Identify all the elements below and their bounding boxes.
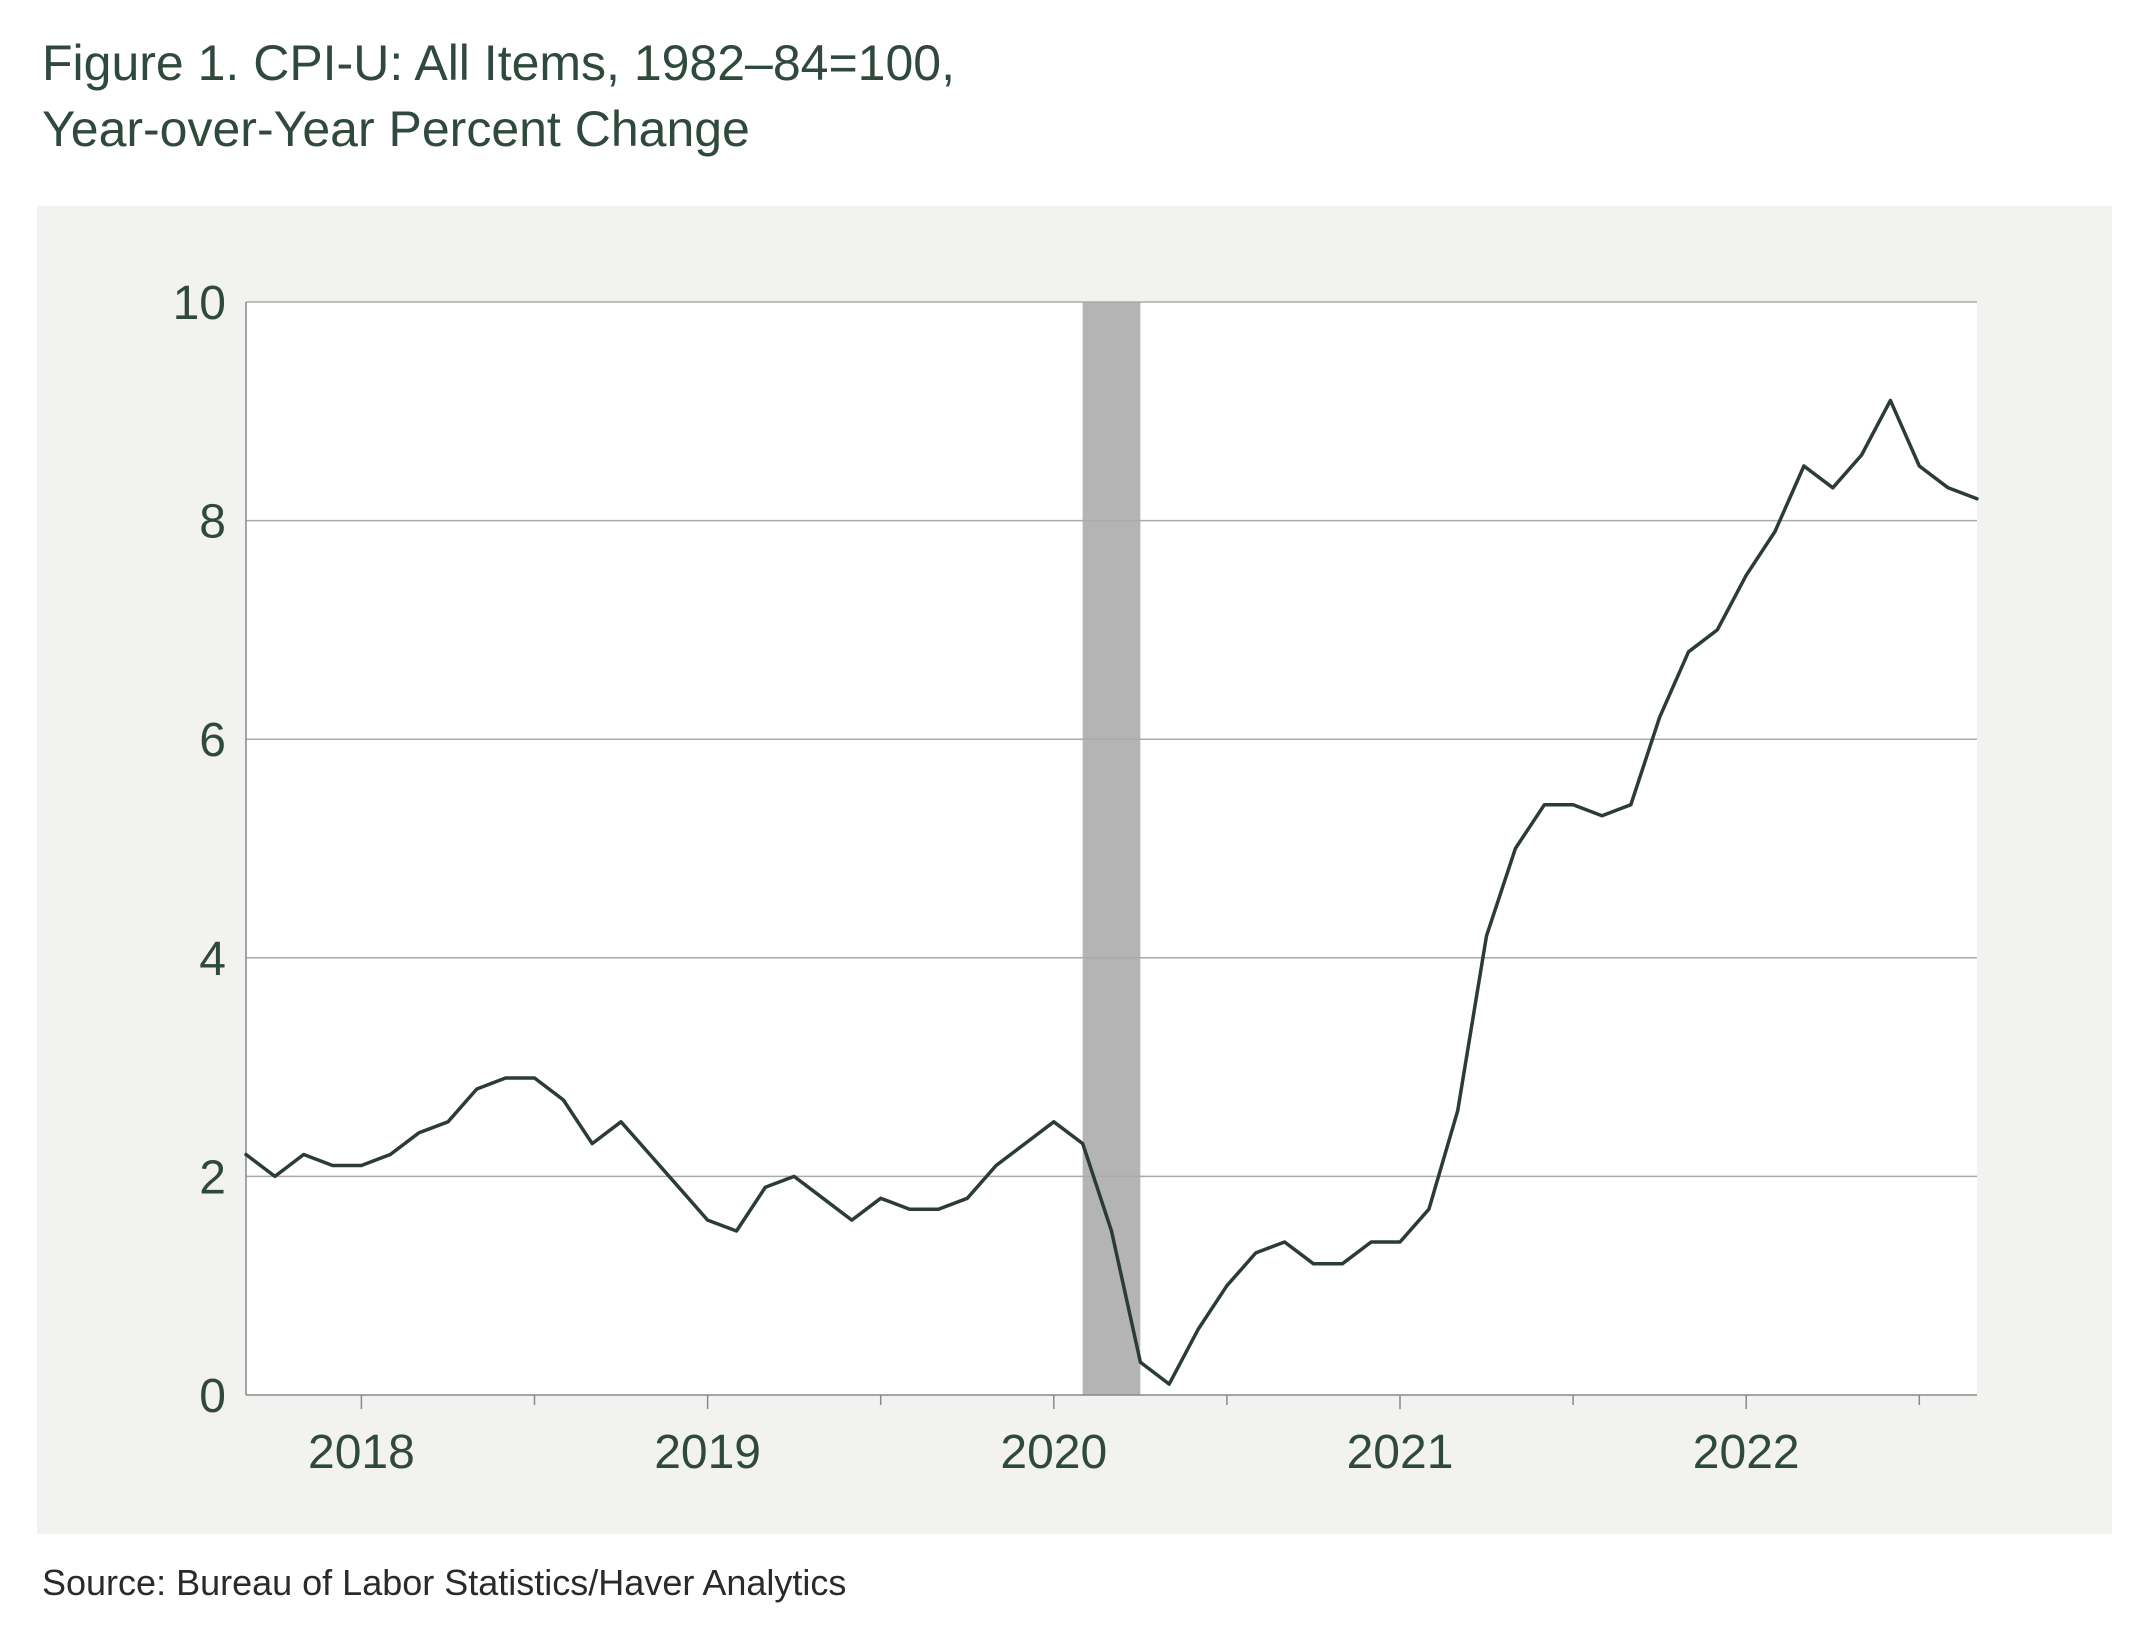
data-point-2021-03 (1455, 1108, 1461, 1114)
data-point-2019-10 (964, 1195, 970, 1201)
data-point-2018-08 (560, 1097, 566, 1103)
chart-title-line-1: Figure 1. CPI-U: All Items, 1982–84=100, (42, 35, 955, 91)
data-point-2018-01 (358, 1163, 364, 1169)
data-point-2020-12 (1368, 1239, 1374, 1245)
data-point-2022-09 (1974, 496, 1980, 502)
y-tick-label-0: 0 (199, 1370, 226, 1423)
y-tick-label-2: 2 (199, 1151, 226, 1204)
x-tick-label-2022: 2022 (1693, 1426, 1800, 1479)
data-point-2019-03 (762, 1184, 768, 1190)
data-point-2019-06 (849, 1217, 855, 1223)
data-point-2017-11 (301, 1152, 307, 1158)
data-point-2018-11 (647, 1152, 653, 1158)
data-point-2021-08 (1599, 813, 1605, 819)
data-point-2017-12 (330, 1163, 336, 1169)
data-point-2018-04 (445, 1119, 451, 1125)
data-point-2020-08 (1253, 1250, 1259, 1256)
data-point-2018-03 (416, 1130, 422, 1136)
data-point-2021-10 (1657, 714, 1663, 720)
data-point-2022-07 (1916, 463, 1922, 469)
data-point-2022-08 (1945, 485, 1951, 491)
data-point-2019-04 (791, 1173, 797, 1179)
data-point-2022-04 (1830, 485, 1836, 491)
data-point-2022-02 (1772, 529, 1778, 535)
data-point-2019-02 (734, 1228, 740, 1234)
data-point-2018-07 (532, 1075, 538, 1081)
chart-title-line-2: Year-over-Year Percent Change (42, 101, 750, 157)
data-point-2021-05 (1512, 846, 1518, 852)
data-point-2019-09 (935, 1206, 941, 1212)
data-point-2019-01 (705, 1217, 711, 1223)
data-point-2017-09 (243, 1152, 249, 1158)
data-point-2019-07 (878, 1195, 884, 1201)
data-point-2020-10 (1311, 1261, 1317, 1267)
data-point-2020-04 (1137, 1359, 1143, 1365)
source-note: Source: Bureau of Labor Statistics/Haver… (42, 1562, 847, 1603)
data-point-2020-01 (1051, 1119, 1057, 1125)
data-point-2019-12 (1022, 1141, 1028, 1147)
data-point-2017-10 (272, 1173, 278, 1179)
data-point-2022-05 (1859, 452, 1865, 458)
data-point-2021-06 (1541, 802, 1547, 808)
x-tick-label-2020: 2020 (1000, 1426, 1107, 1479)
data-point-2018-06 (503, 1075, 509, 1081)
recession-band (1082, 302, 1141, 1395)
data-point-2020-09 (1282, 1239, 1288, 1245)
data-point-2020-05 (1166, 1381, 1172, 1387)
data-point-2019-05 (820, 1195, 826, 1201)
data-point-2020-06 (1195, 1326, 1201, 1332)
data-point-2019-08 (907, 1206, 913, 1212)
y-tick-label-10: 10 (173, 277, 226, 330)
data-point-2018-10 (618, 1119, 624, 1125)
y-tick-label-6: 6 (199, 714, 226, 767)
chart-title: Figure 1. CPI-U: All Items, 1982–84=100,… (42, 30, 1442, 162)
data-point-2020-07 (1224, 1283, 1230, 1289)
y-tick-label-4: 4 (199, 933, 226, 986)
data-point-2021-01 (1397, 1239, 1403, 1245)
data-point-2020-03 (1109, 1228, 1115, 1234)
data-point-2021-12 (1714, 627, 1720, 633)
cpi-yoy-line (244, 398, 1979, 1386)
data-point-2020-11 (1339, 1261, 1345, 1267)
data-point-2018-05 (474, 1086, 480, 1092)
data-point-2018-12 (676, 1184, 682, 1190)
data-point-2021-11 (1686, 649, 1692, 655)
x-tick-label-2018: 2018 (308, 1426, 415, 1479)
data-point-2021-02 (1426, 1206, 1432, 1212)
x-tick-label-2019: 2019 (654, 1426, 761, 1479)
data-point-2021-04 (1484, 933, 1490, 939)
data-point-2022-03 (1801, 463, 1807, 469)
y-tick-label-8: 8 (199, 496, 226, 549)
data-point-2022-06 (1887, 397, 1893, 403)
data-point-2018-02 (387, 1152, 393, 1158)
x-tick-label-2021: 2021 (1347, 1426, 1454, 1479)
data-point-2018-09 (589, 1141, 595, 1147)
data-point-2021-07 (1570, 802, 1576, 808)
data-point-2020-02 (1080, 1141, 1086, 1147)
data-point-2021-09 (1628, 802, 1634, 808)
data-point-2022-01 (1743, 572, 1749, 578)
data-point-2019-11 (993, 1163, 999, 1169)
